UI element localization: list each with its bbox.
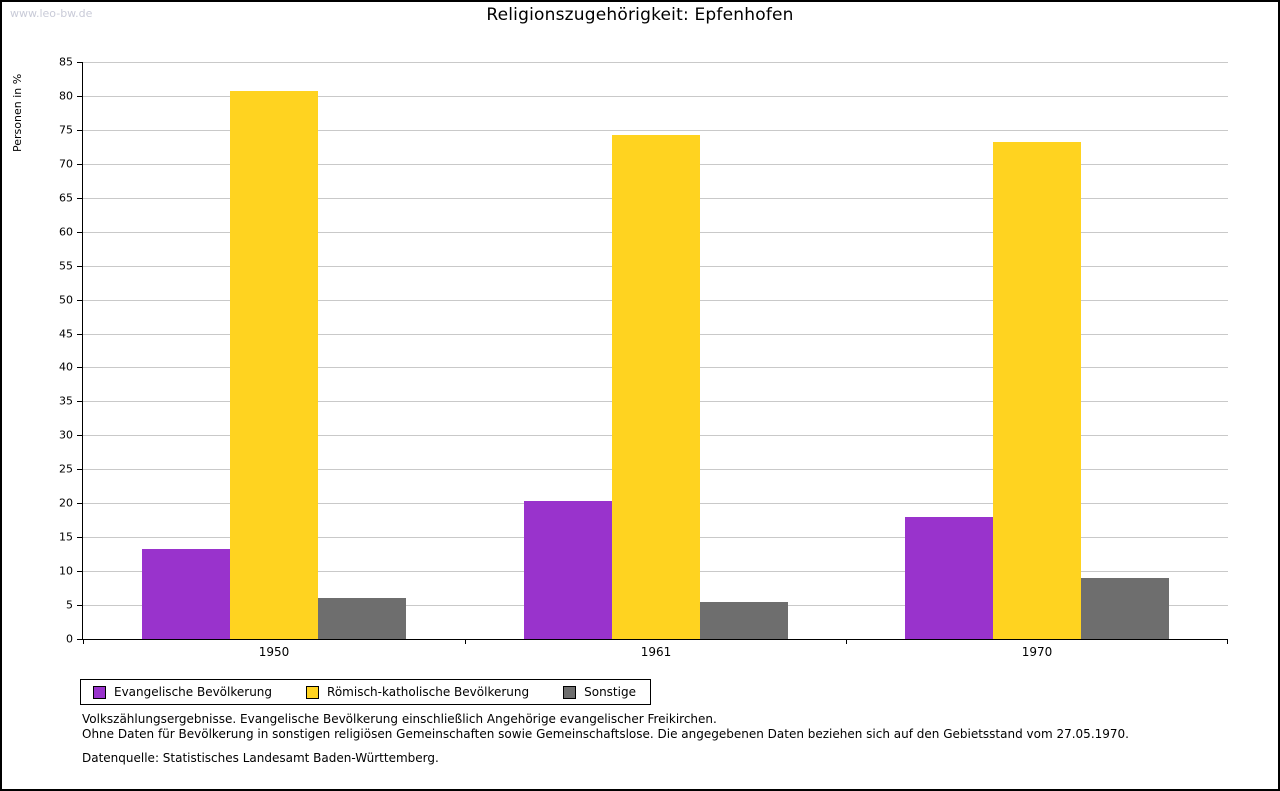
y-tick	[77, 537, 83, 538]
y-tick-label: 70	[59, 157, 73, 171]
data-source-note: Datenquelle: Statistisches Landesamt Bad…	[82, 751, 439, 765]
legend-item: Römisch-katholische Bevölkerung	[306, 685, 529, 699]
y-tick-label: 5	[66, 598, 73, 612]
legend-item: Evangelische Bevölkerung	[93, 685, 272, 699]
y-tick	[77, 198, 83, 199]
y-tick-label: 55	[59, 259, 73, 273]
legend-swatch	[306, 685, 320, 699]
y-tick	[77, 130, 83, 131]
legend-swatch	[93, 685, 106, 699]
y-tick	[77, 469, 83, 470]
y-axis-label: Personen in %	[11, 73, 24, 152]
y-tick	[77, 367, 83, 368]
y-tick-label: 30	[59, 428, 73, 442]
y-tick-label: 20	[59, 496, 73, 510]
watermark: www.leo-bw.de	[10, 7, 93, 20]
x-tick-label: 1970	[1021, 645, 1053, 659]
y-tick	[77, 435, 83, 436]
y-tick	[77, 62, 83, 63]
page-title: Religionszugehörigkeit: Epfenhofen	[486, 5, 794, 25]
y-tick	[77, 503, 83, 504]
gridline	[83, 130, 1228, 131]
y-tick-label: 40	[59, 360, 73, 374]
y-tick-label: 35	[59, 394, 73, 408]
y-tick	[77, 266, 83, 267]
legend-swatch	[563, 685, 577, 699]
y-tick-label: 15	[59, 530, 73, 544]
gridline	[83, 96, 1228, 97]
y-tick	[77, 639, 83, 640]
bar	[142, 549, 230, 639]
y-tick-label: 0	[66, 632, 73, 646]
y-tick	[77, 571, 83, 572]
y-tick-label: 10	[59, 564, 73, 578]
footer-note-line: Volkszählungsergebnisse. Evangelische Be…	[82, 712, 717, 726]
y-tick	[77, 334, 83, 335]
y-tick	[77, 164, 83, 165]
y-tick-label: 60	[59, 225, 73, 239]
bar	[993, 142, 1081, 639]
y-tick-label: 85	[59, 55, 73, 69]
bar	[612, 135, 700, 639]
x-tick	[465, 639, 466, 644]
gridline	[83, 62, 1228, 63]
bar	[318, 598, 406, 639]
y-tick-label: 75	[59, 123, 73, 137]
footer-note-line: Ohne Daten für Bevölkerung in sonstigen …	[82, 727, 1129, 741]
bar	[1081, 578, 1169, 639]
y-tick	[77, 401, 83, 402]
legend-item: Sonstige	[563, 685, 636, 699]
y-tick-label: 80	[59, 89, 73, 103]
legend-label: Römisch-katholische Bevölkerung	[327, 685, 530, 699]
y-tick	[77, 300, 83, 301]
bar	[524, 501, 612, 639]
y-tick-label: 65	[59, 191, 73, 205]
x-tick	[1227, 639, 1228, 644]
legend: Evangelische Bevölkerung Römisch-katholis…	[80, 679, 651, 705]
y-tick-label: 25	[59, 462, 73, 476]
bar	[230, 91, 318, 639]
y-tick	[77, 605, 83, 606]
bar	[905, 517, 993, 639]
x-tick-label: 1961	[640, 645, 672, 659]
footer-notes: Volkszählungsergebnisse. Evangelische Be…	[82, 712, 1129, 766]
bar	[700, 602, 788, 639]
x-tick-label: 1950	[258, 645, 290, 659]
legend-label: Sonstige	[584, 685, 636, 699]
x-tick	[83, 639, 84, 644]
plot-area: 0 5 10 15 20 25 30 35 40 45 50 55 60 65 70 75 80 85 1950 19…	[59, 56, 1228, 659]
y-tick	[77, 96, 83, 97]
y-tick-label: 45	[59, 327, 73, 341]
legend-label: Evangelische Bevölkerung	[114, 685, 273, 699]
x-tick	[846, 639, 847, 644]
y-tick	[77, 232, 83, 233]
y-tick-label: 50	[59, 293, 73, 307]
